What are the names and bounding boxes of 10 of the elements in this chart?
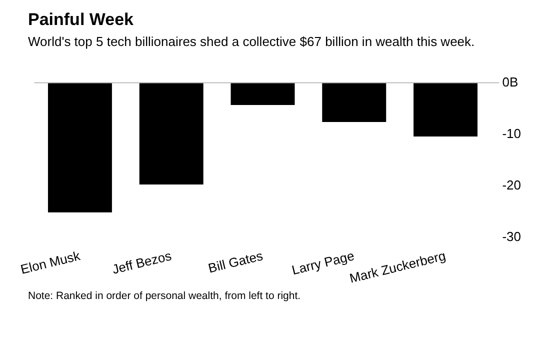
chart-subtitle: World's top 5 tech billionaires shed a collective $67 billion in wealth this week.: [28, 34, 475, 49]
x-tick-label: Jeff Bezos: [110, 248, 174, 277]
y-tick-label: 0B: [502, 74, 518, 90]
x-tick-label: Bill Gates: [206, 248, 265, 276]
x-tick-label: Elon Musk: [19, 248, 82, 277]
text: Note: Ranked in order of personal wealth, from left to right.: [28, 290, 301, 303]
chart-title: Painful Week: [28, 10, 134, 30]
y-tick-label: -30: [502, 229, 522, 244]
y-tick-label: -20: [502, 178, 522, 193]
y-tick-label: -10: [502, 126, 522, 141]
